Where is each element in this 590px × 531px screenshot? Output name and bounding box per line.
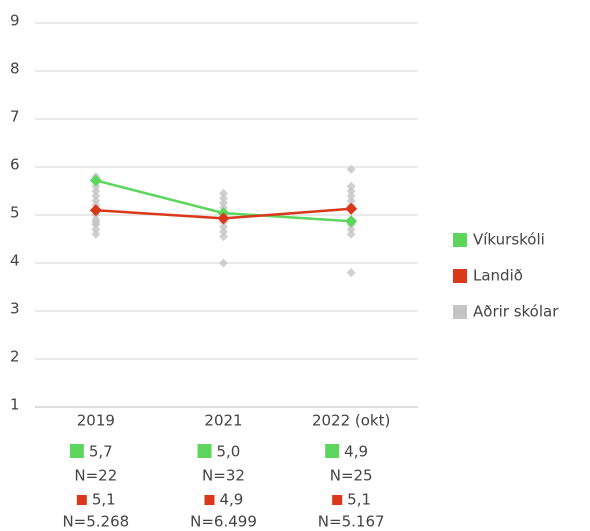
n-label: N=6.499 [190,513,257,531]
series-point [89,204,102,217]
other-school-point [219,188,228,198]
y-tick-label: 3 [10,300,20,318]
legend-swatch [69,444,84,458]
y-tick-label: 5 [10,204,20,222]
other-school-point [91,229,101,239]
n-label: N=5.167 [318,513,385,531]
value-label: 4,9 [344,443,368,461]
value-label: 5,0 [217,443,241,461]
y-tick-label: 4 [10,252,20,270]
other-school-point [346,229,356,239]
legend-label: Aðrir skólar [473,303,559,321]
other-school-point [346,164,356,174]
legend-swatch [204,495,215,505]
y-tick-label: 7 [10,108,20,126]
n-label: N=22 [74,467,117,485]
other-school-point [219,258,228,268]
y-tick-label: 1 [10,396,20,414]
series-point [89,174,102,187]
value-label: 4,9 [220,491,244,509]
other-school-point [91,196,101,206]
y-tick-label: 9 [10,12,20,30]
y-tick-label: 2 [10,348,20,366]
legend-label: Landið [473,267,523,285]
other-school-point [91,220,101,230]
y-tick-label: 6 [10,156,20,174]
legend-label: Víkurskóli [473,231,545,249]
legend-swatch [325,444,340,458]
other-school-point [346,196,356,206]
n-label: N=32 [202,467,245,485]
y-tick-label: 8 [10,60,20,78]
legend-swatch [76,495,87,505]
value-label: 5,1 [347,491,371,509]
other-school-point [91,224,101,234]
other-school-point [346,186,356,196]
n-label: N=25 [330,467,373,485]
other-school-point [91,191,101,201]
legend-swatch [453,233,467,247]
legend-swatch [197,444,212,458]
x-tick-label: 2022 (okt) [312,412,390,430]
other-school-point [219,222,228,232]
series-point [217,212,230,225]
other-school-point [346,191,356,201]
other-school-point [219,198,228,208]
x-tick-label: 2021 [204,412,242,430]
other-school-point [219,227,228,237]
series-point [345,202,358,215]
value-label: 5,1 [92,491,116,509]
legend-swatch [453,305,467,319]
other-school-point [219,232,228,242]
other-school-point [91,186,101,196]
other-school-point [346,224,356,234]
legend-swatch [332,495,343,505]
other-school-point [346,181,356,191]
other-school-point [346,268,356,278]
x-tick-label: 2019 [77,412,115,430]
other-school-point [219,193,228,203]
legend-swatch [453,269,467,283]
value-label: 5,7 [89,443,113,461]
n-label: N=5.268 [62,513,129,531]
series-point [345,215,358,228]
